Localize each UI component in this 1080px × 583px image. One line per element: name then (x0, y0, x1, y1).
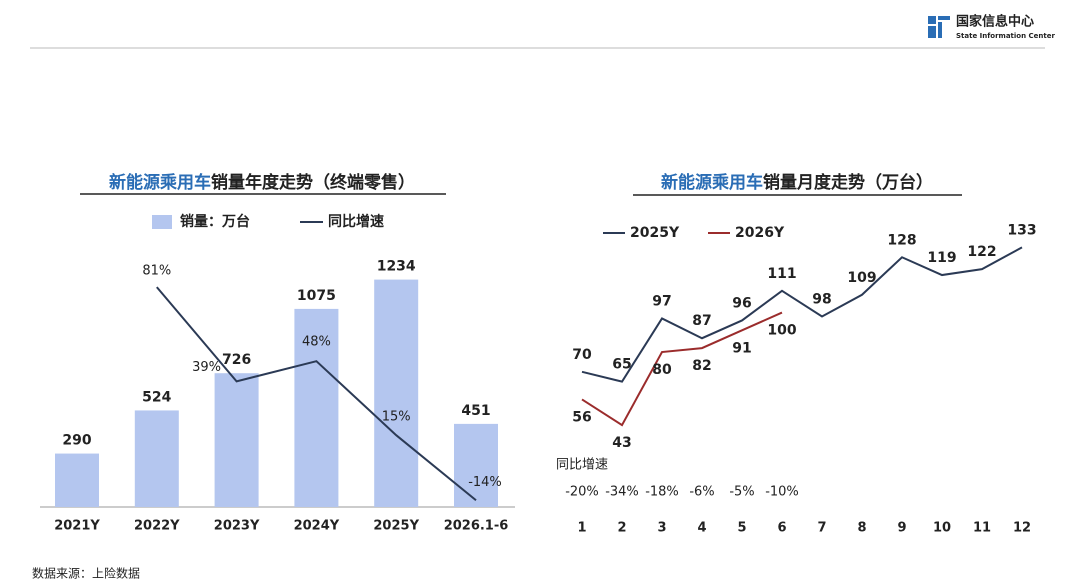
point-label: 133 (1007, 222, 1036, 238)
yoy-value: -34% (605, 485, 639, 500)
yoy-value: -5% (729, 485, 754, 500)
legend-label: 销量：万台 (180, 213, 250, 230)
logo-block (938, 16, 950, 20)
x-tick-label: 2021Y (54, 519, 100, 534)
legend-swatch (152, 215, 172, 229)
x-tick-label: 9 (897, 521, 906, 536)
yoy-label: 15% (382, 410, 411, 425)
x-tick-label: 3 (657, 521, 666, 536)
bar (134, 410, 179, 507)
yoy-label: 48% (302, 335, 331, 350)
yoy-value: -20% (565, 485, 599, 500)
bar (294, 308, 339, 507)
legend-label: 2025Y (630, 225, 680, 241)
bar-value-label: 726 (222, 352, 251, 368)
yoy-label: 81% (142, 264, 171, 279)
chart-title: 新能源乘用车销量月度走势（万台） (661, 172, 933, 193)
yoy-label: -14% (468, 475, 502, 490)
x-tick-label: 2022Y (134, 519, 180, 534)
yoy-line (156, 286, 477, 502)
point-label: 119 (927, 250, 956, 266)
yoy-value: -18% (645, 485, 679, 500)
bar (55, 453, 99, 507)
chart-title: 新能源乘用车销量年度走势（终端零售） (109, 172, 415, 193)
org-name-en: State Information Center (956, 32, 1055, 40)
x-tick-label: 1 (577, 521, 586, 536)
logo-block (928, 26, 936, 38)
bar-value-label: 1234 (377, 259, 416, 275)
logo (928, 16, 950, 38)
x-tick-label: 8 (857, 521, 866, 536)
bar (454, 423, 498, 507)
yoy-value: -10% (765, 485, 799, 500)
point-label: 111 (767, 266, 796, 282)
series-line (581, 246, 1023, 383)
bar-value-label: 1075 (297, 288, 336, 304)
point-label: 109 (847, 270, 876, 286)
legend-label: 同比增速 (328, 213, 384, 230)
point-label: 82 (692, 358, 711, 374)
yoy-value: -6% (689, 485, 714, 500)
bar-value-label: 290 (62, 433, 91, 449)
point-label: 100 (767, 323, 796, 339)
x-tick-label: 12 (1013, 521, 1031, 536)
x-tick-label: 6 (777, 521, 786, 536)
point-label: 43 (612, 435, 631, 451)
bar (214, 373, 259, 507)
point-label: 91 (732, 340, 751, 356)
point-label: 70 (572, 347, 592, 363)
point-label: 122 (967, 244, 996, 260)
x-tick-label: 4 (697, 521, 706, 536)
point-label: 87 (692, 313, 711, 329)
point-label: 80 (652, 362, 672, 378)
point-label: 98 (812, 291, 831, 307)
x-tick-label: 2026.1-6 (444, 519, 509, 534)
yoy-title: 同比增速 (556, 458, 608, 473)
x-tick-label: 2024Y (294, 519, 340, 534)
logo-block (928, 16, 936, 24)
x-tick-label: 7 (817, 521, 826, 536)
point-label: 128 (887, 232, 916, 248)
point-label: 96 (732, 295, 751, 311)
org-name: 国家信息中心 (956, 14, 1034, 30)
logo-block (938, 22, 942, 38)
x-tick-label: 5 (737, 521, 746, 536)
point-label: 56 (572, 409, 591, 425)
bar-value-label: 451 (461, 403, 490, 419)
legend-label: 2026Y (735, 225, 785, 241)
source-note: 数据来源：上险数据 (32, 566, 140, 581)
bar (374, 279, 419, 507)
yoy-label: 39% (192, 360, 221, 375)
series-line (581, 311, 783, 427)
point-label: 65 (612, 357, 631, 373)
x-tick-label: 2025Y (373, 519, 419, 534)
x-tick-label: 2 (617, 521, 626, 536)
x-tick-label: 2023Y (214, 519, 260, 534)
x-tick-label: 11 (973, 521, 991, 536)
point-label: 97 (652, 293, 671, 309)
x-tick-label: 10 (933, 521, 951, 536)
bar-value-label: 524 (142, 389, 171, 405)
